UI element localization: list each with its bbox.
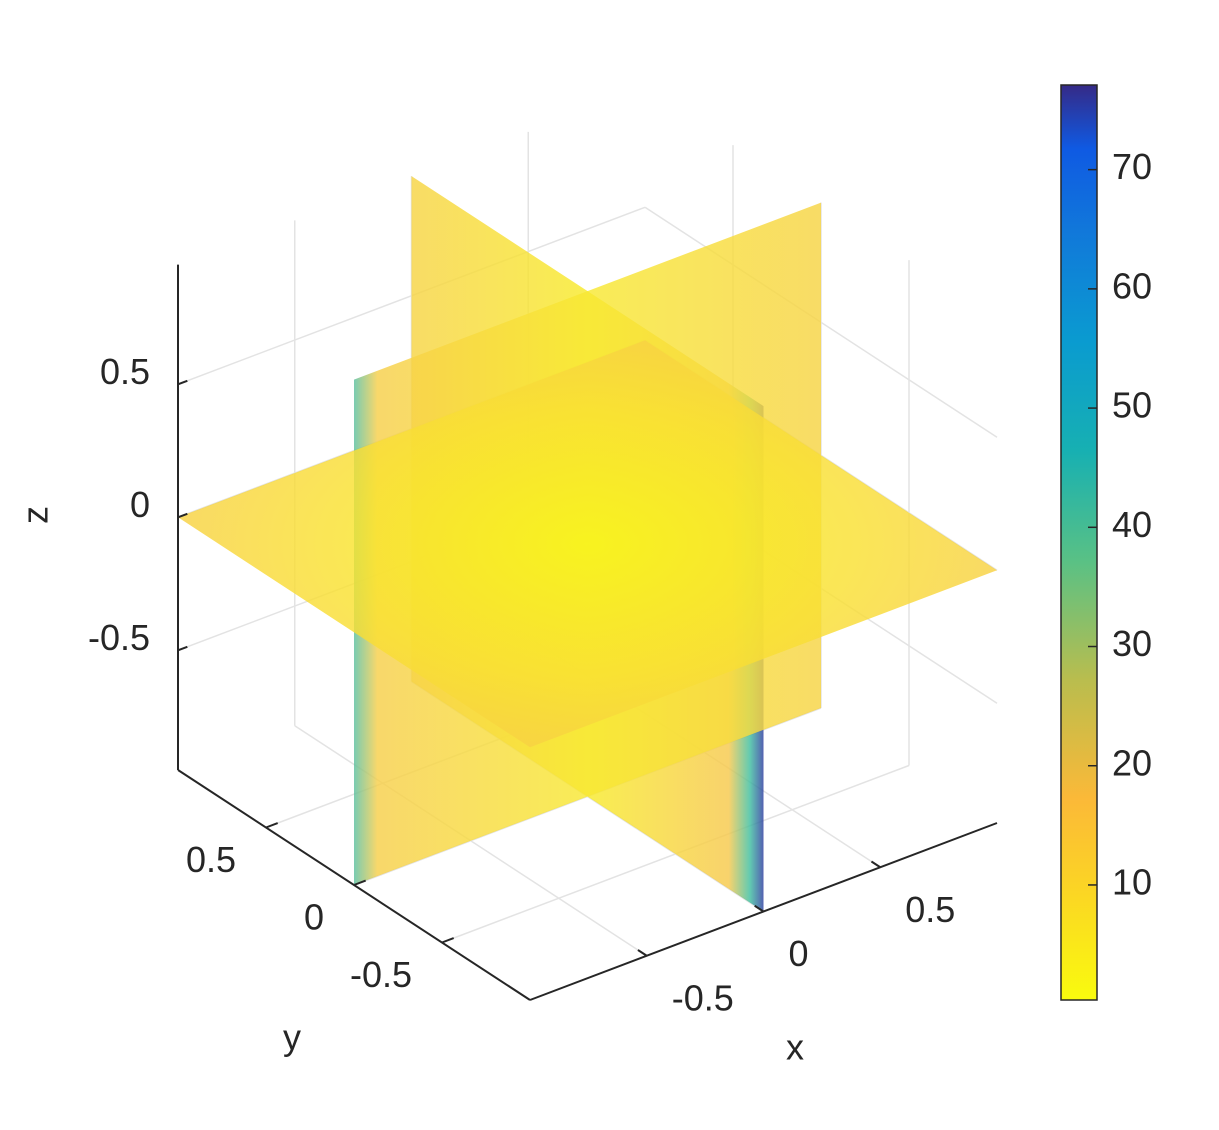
axes-3d bbox=[177, 131, 998, 1001]
z-tick-label: -0.5 bbox=[88, 617, 150, 658]
y-tick bbox=[353, 879, 367, 886]
x-tick-label: 0.5 bbox=[905, 889, 955, 930]
y-tick-label: 0 bbox=[304, 897, 324, 938]
colorbar-tick-label: 50 bbox=[1112, 385, 1152, 426]
x-tick-label: 0 bbox=[789, 933, 809, 974]
colorbar-tick-label: 20 bbox=[1112, 742, 1152, 783]
colorbar-tick-label: 70 bbox=[1112, 146, 1152, 187]
colorbar-tick-label: 30 bbox=[1112, 623, 1152, 664]
colorbar-tick-label: 40 bbox=[1112, 504, 1152, 545]
z-tick bbox=[177, 645, 188, 652]
x-axis-label: x bbox=[786, 1027, 804, 1068]
x-tick bbox=[637, 949, 648, 957]
z-tick bbox=[177, 512, 188, 519]
colorbar-tick-label: 10 bbox=[1112, 861, 1152, 902]
y-tick bbox=[265, 822, 279, 829]
y-tick-label: -0.5 bbox=[350, 954, 412, 995]
z-tick bbox=[177, 379, 188, 386]
z-tick-label: 0 bbox=[130, 484, 150, 525]
y-tick bbox=[441, 937, 455, 944]
y-tick-label: 0.5 bbox=[186, 839, 236, 880]
x-tick-label: -0.5 bbox=[672, 977, 734, 1018]
y-axis-label: y bbox=[283, 1017, 301, 1058]
z-axis-label: z bbox=[15, 506, 56, 524]
colorbar bbox=[1060, 84, 1098, 1001]
slice-z bbox=[178, 340, 997, 748]
z-tick-label: 0.5 bbox=[100, 351, 150, 392]
x-tick bbox=[754, 904, 765, 913]
x-tick bbox=[870, 860, 881, 869]
colorbar-tick-label: 60 bbox=[1112, 265, 1152, 306]
